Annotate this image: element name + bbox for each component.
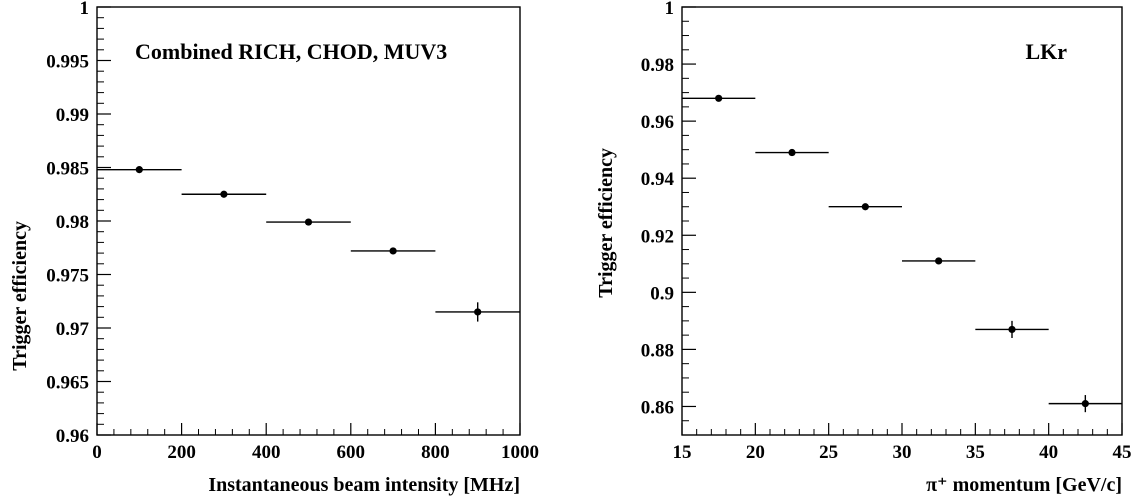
data-point bbox=[135, 166, 143, 174]
y-tick-label: 1 bbox=[80, 0, 90, 19]
x-tick-label: 1000 bbox=[501, 442, 539, 463]
x-tick-label: 0 bbox=[92, 442, 102, 463]
data-point bbox=[788, 148, 796, 157]
x-tick-label: 15 bbox=[673, 442, 692, 463]
x-tick-label: 20 bbox=[746, 442, 765, 463]
x-tick-label: 40 bbox=[1039, 442, 1058, 463]
x-tick-label: 45 bbox=[1113, 442, 1132, 463]
x-tick-label: 200 bbox=[167, 442, 196, 463]
data-point bbox=[220, 190, 228, 198]
y-tick-label: 1 bbox=[665, 0, 675, 19]
y-tick-label: 0.97 bbox=[56, 319, 90, 340]
data-point bbox=[304, 218, 313, 226]
y-tick-label: 0.985 bbox=[46, 159, 89, 180]
x-tick-label: 600 bbox=[337, 442, 366, 463]
x-axis-title: Instantaneous beam intensity [MHz] bbox=[208, 474, 520, 496]
x-tick-label: 30 bbox=[893, 442, 912, 463]
plot-frame bbox=[681, 6, 1123, 436]
data-point bbox=[1081, 400, 1089, 408]
x-axis-title: π⁺ momentum [GeV/c] bbox=[926, 474, 1122, 496]
y-tick-label: 0.99 bbox=[56, 105, 89, 126]
y-tick-label: 0.98 bbox=[641, 55, 674, 76]
y-tick-label: 0.98 bbox=[56, 212, 89, 233]
y-tick-label: 0.96 bbox=[56, 426, 89, 447]
y-tick-label: 0.995 bbox=[46, 52, 89, 73]
x-tick-label: 800 bbox=[421, 442, 450, 463]
y-tick-label: 0.86 bbox=[641, 397, 674, 418]
y-axis-title: Trigger efficiency bbox=[595, 148, 617, 298]
y-tick-label: 0.92 bbox=[641, 226, 674, 247]
y-tick-label: 0.88 bbox=[641, 340, 674, 361]
y-axis-title: Trigger efficiency bbox=[9, 221, 31, 371]
x-tick-label: 35 bbox=[966, 442, 985, 463]
y-tick-label: 0.9 bbox=[650, 283, 674, 304]
x-tick-label: 400 bbox=[252, 442, 281, 463]
plot-annotation: LKr bbox=[1025, 39, 1067, 64]
data-point bbox=[389, 247, 397, 255]
plot-annotation: Combined RICH, CHOD, MUV3 bbox=[135, 39, 447, 64]
right-panel: 15 20 25 30 35 40 45 0.86 0.88 0.9 0.92 0.94 0.96 0.9… bbox=[595, 0, 1132, 496]
data-point bbox=[715, 94, 723, 102]
y-tick-label: 0.975 bbox=[46, 266, 89, 287]
data-point bbox=[1008, 325, 1016, 334]
y-tick-label: 0.965 bbox=[46, 373, 89, 394]
y-tick-label: 0.96 bbox=[641, 112, 674, 133]
data-point bbox=[935, 257, 943, 265]
x-tick-label: 25 bbox=[819, 442, 838, 463]
data-point bbox=[474, 308, 482, 316]
left-panel: 0 200 400 600 800 1000 0.96 0.965 0.97 0.975 0.98 0… bbox=[9, 0, 539, 496]
y-tick-label: 0.94 bbox=[641, 169, 675, 190]
data-point bbox=[861, 203, 869, 211]
